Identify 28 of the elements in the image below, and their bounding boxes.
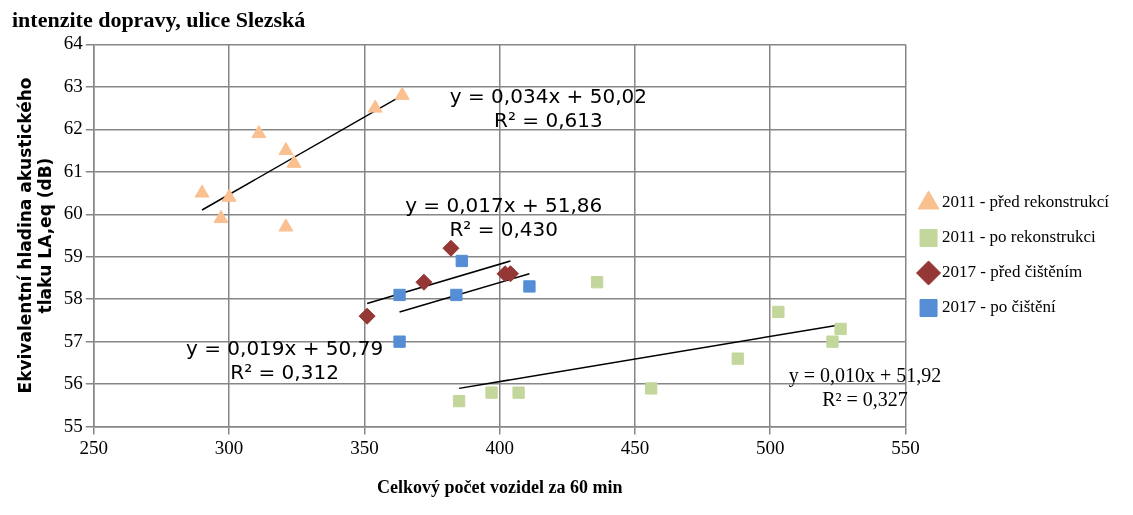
y-tick-label: 55 [63, 414, 83, 436]
y-tick-label: 60 [63, 202, 83, 224]
legend-label: 2011 - před rekonstrukcí [942, 192, 1110, 212]
annotation: y = 0,019x + 50,79 R² = 0,312 [185, 335, 384, 384]
y-tick-label: 63 [63, 74, 83, 96]
x-tick-label: 550 [891, 436, 920, 458]
annotation: y = 0,034x + 50,02 R² = 0,613 [449, 83, 647, 132]
x-tick-label: 400 [485, 436, 514, 458]
x-tick-label: 350 [350, 436, 379, 458]
x-tick-label: 250 [79, 436, 109, 458]
legend-label: 2011 - po rekonstrukci [942, 227, 1097, 247]
x-tick-label: 300 [214, 436, 244, 458]
y-tick-label: 57 [63, 329, 83, 351]
legend-label: 2017 - po čištění [942, 297, 1057, 317]
y-tick-label: 61 [63, 159, 83, 181]
y-tick-label: 59 [63, 244, 83, 266]
y-axis-title: Ekvivalentní hladina akustického tlaku LA,eq (dB) [14, 77, 56, 394]
y-tick-label: 64 [63, 32, 84, 54]
y-tick-label: 58 [63, 287, 83, 309]
x-axis-title: Celkový počet vozidel za 60 min [376, 476, 623, 497]
chart-title: intenzite dopravy, ulice Slezská [12, 6, 306, 32]
y-tick-label: 62 [63, 117, 83, 139]
y-tick-label: 56 [63, 372, 83, 394]
annotation: y = 0,010x + 51,92 R² = 0,327 [788, 363, 942, 410]
legend-label: 2017 - před čištěním [942, 262, 1083, 282]
x-tick-label: 450 [620, 436, 650, 458]
x-tick-label: 500 [756, 436, 785, 458]
annotation: y = 0,017x + 51,86 R² = 0,430 [405, 192, 603, 241]
